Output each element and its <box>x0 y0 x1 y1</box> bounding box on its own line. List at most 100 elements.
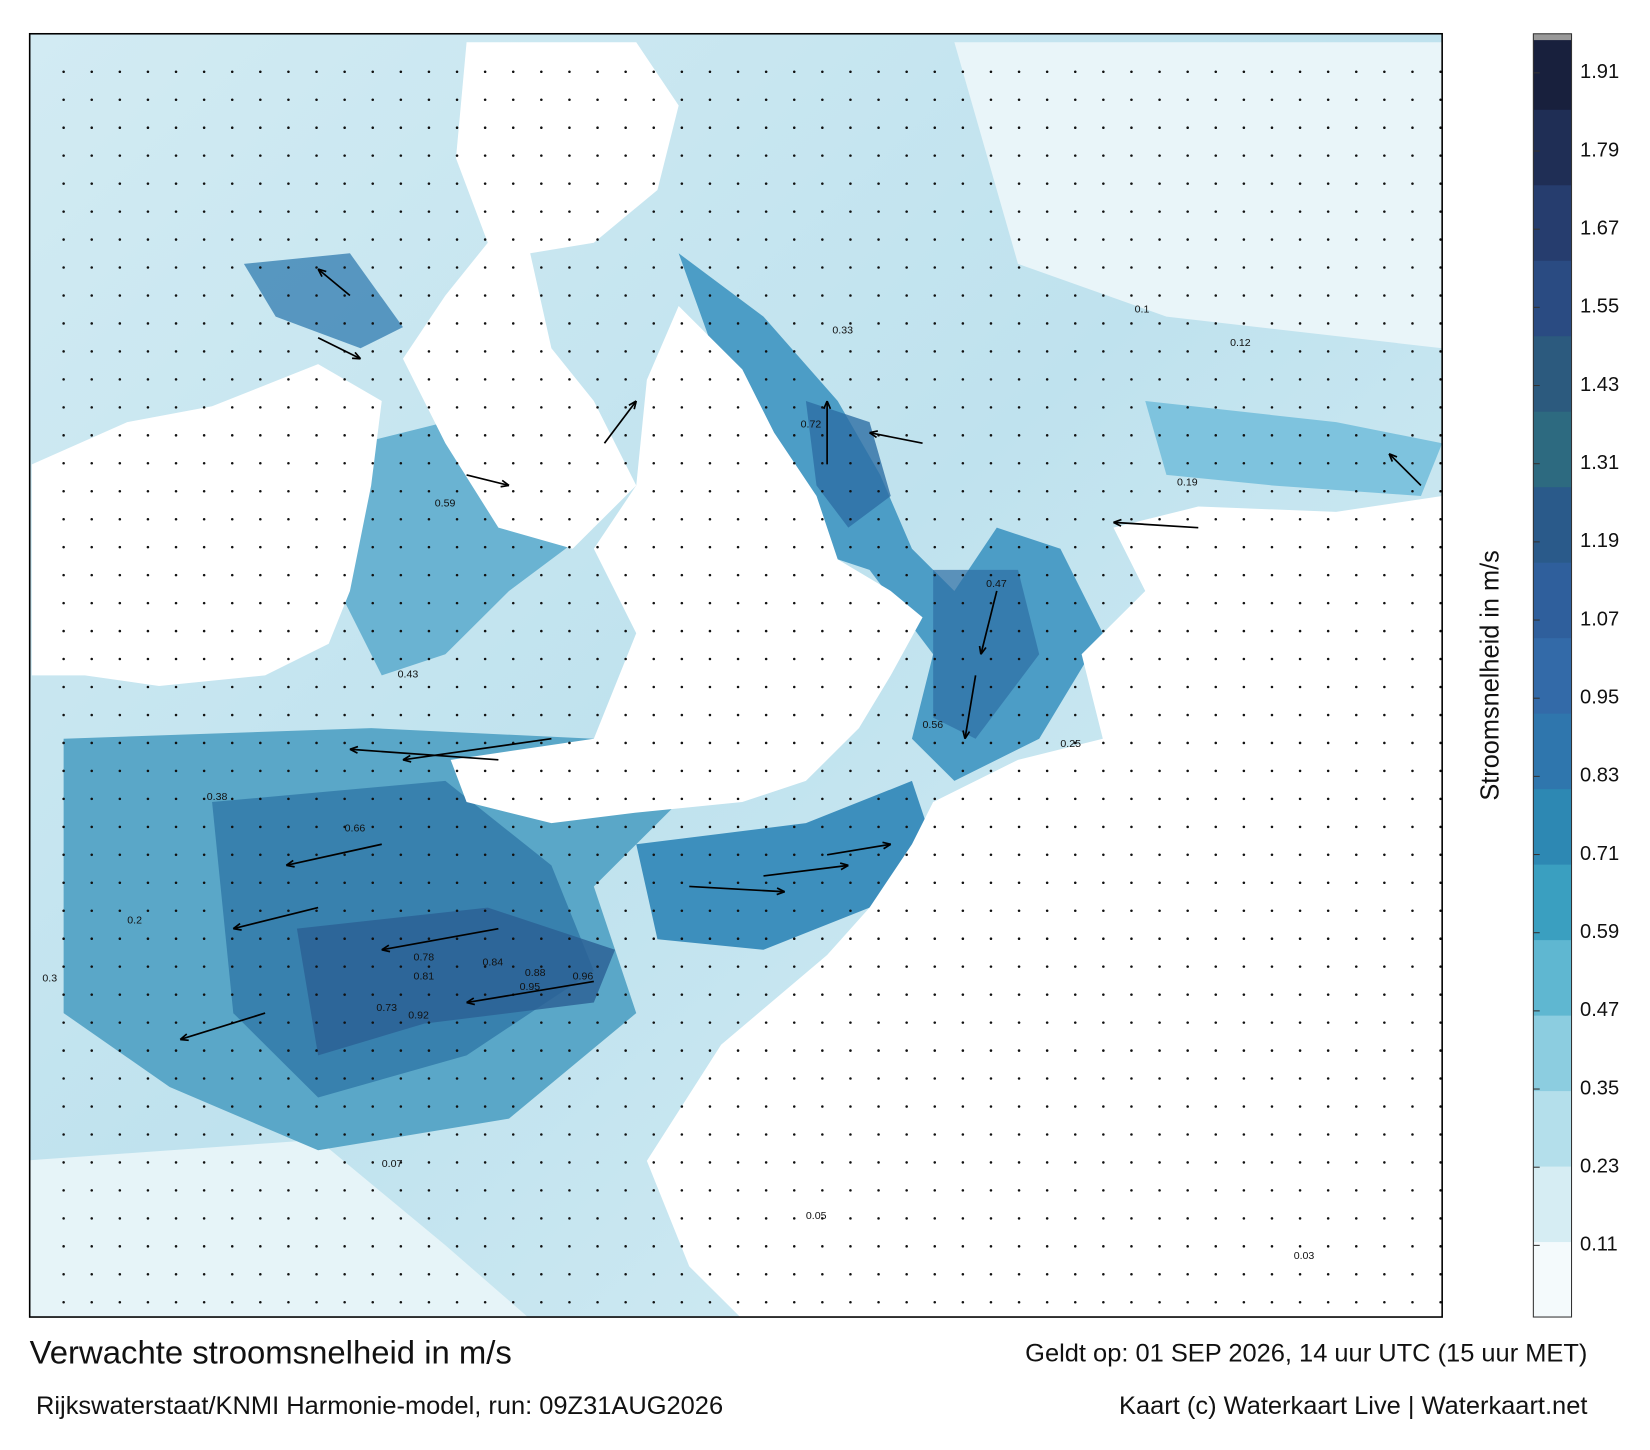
grid-dot <box>933 70 937 74</box>
grid-dot <box>680 1021 684 1024</box>
grid-dot <box>118 462 122 465</box>
grid-dot <box>1326 238 1330 241</box>
grid-dot <box>652 741 656 745</box>
grid-dot <box>736 462 740 465</box>
grid-dot <box>287 545 290 549</box>
grid-dot <box>287 1077 290 1080</box>
grid-dot <box>230 1077 234 1080</box>
grid-dot <box>371 545 375 549</box>
grid-dot <box>343 517 346 521</box>
grid-dot <box>1354 965 1358 968</box>
grid-dot <box>680 769 684 773</box>
grid-dot <box>259 909 262 913</box>
grid-dot <box>90 489 93 493</box>
grid-dot <box>1102 909 1105 913</box>
grid-dot <box>792 601 796 605</box>
grid-dot <box>1326 629 1330 633</box>
grid-dot <box>540 266 543 269</box>
grid-dot <box>1242 1217 1246 1220</box>
grid-dot <box>483 154 487 157</box>
grid-dot <box>1298 406 1302 409</box>
grid-dot <box>1242 182 1246 185</box>
grid-dot <box>568 769 571 773</box>
grid-dot <box>792 909 796 913</box>
grid-dot <box>1158 1077 1161 1080</box>
grid-dot <box>118 881 122 885</box>
grid-dot <box>399 629 403 633</box>
grid-dot <box>511 1077 515 1080</box>
grid-dot <box>146 1161 150 1164</box>
grid-dot <box>1102 322 1105 325</box>
arrow-head <box>1388 453 1398 462</box>
grid-dot <box>1130 629 1133 633</box>
grid-dot <box>708 881 712 885</box>
grid-dot <box>1298 462 1302 465</box>
grid-dot <box>680 406 684 409</box>
grid-dot <box>1298 517 1302 521</box>
grid-dot <box>624 1161 627 1164</box>
grid-dot <box>1214 629 1218 633</box>
grid-dot <box>371 70 375 74</box>
grid-dot <box>933 1273 937 1276</box>
grid-dot <box>62 825 65 829</box>
grid-dot <box>343 434 346 437</box>
grid-dot <box>118 98 122 101</box>
colorbar-band <box>1533 486 1572 563</box>
grid-dot <box>1158 657 1161 661</box>
grid-dot <box>961 1273 965 1276</box>
grid-dot <box>230 462 234 465</box>
grid-dot <box>736 601 740 605</box>
grid-dot <box>680 797 684 801</box>
grid-dot <box>1326 797 1330 801</box>
grid-dot <box>821 1217 824 1220</box>
grid-dot <box>1354 853 1358 857</box>
grid-dot <box>62 909 65 913</box>
grid-dot <box>680 573 684 577</box>
grid-dot <box>568 1021 571 1024</box>
colorbar-band <box>1533 864 1572 941</box>
grid-dot <box>343 182 346 185</box>
grid-dot <box>1186 909 1189 913</box>
grid-dot <box>230 825 234 829</box>
grid-dot <box>118 1021 122 1024</box>
grid-dot <box>652 545 656 549</box>
channel <box>933 569 1040 739</box>
grid-dot <box>989 182 993 185</box>
grid-dot <box>1102 713 1105 717</box>
grid-dot <box>455 489 459 493</box>
grid-dot <box>1383 1021 1386 1024</box>
grid-dot <box>792 1077 796 1080</box>
grid-dot <box>371 881 375 885</box>
grid-dot <box>62 769 65 773</box>
grid-dot <box>343 238 346 241</box>
grid-dot <box>483 126 487 129</box>
grid-dot <box>1073 1105 1077 1108</box>
grid-dot <box>1045 517 1049 521</box>
grid-dot <box>230 1161 234 1164</box>
arrow-head <box>882 841 892 850</box>
grid-dot <box>736 797 740 801</box>
grid-dot <box>961 825 965 829</box>
grid-dot <box>792 238 796 241</box>
grid-dot <box>1439 70 1442 74</box>
grid-dot <box>736 378 740 381</box>
grid-dot <box>371 909 375 913</box>
grid-dot <box>1439 98 1442 101</box>
point-label: 0.81 <box>414 970 435 982</box>
grid-dot <box>652 238 656 241</box>
grid-dot <box>1214 909 1218 913</box>
grid-dot <box>455 462 459 465</box>
grid-dot <box>1354 126 1358 129</box>
grid-dot <box>933 685 937 689</box>
grid-dot <box>624 937 627 940</box>
grid-dot <box>1383 1133 1386 1136</box>
grid-dot <box>1411 1049 1414 1052</box>
grid-dot <box>90 406 93 409</box>
grid-dot <box>989 210 993 213</box>
grid-dot <box>1326 1245 1330 1248</box>
grid-dot <box>287 1105 290 1108</box>
grid-dot <box>259 350 262 353</box>
grid-dot <box>1383 1161 1386 1164</box>
grid-dot <box>540 1049 543 1052</box>
grid-dot <box>1102 154 1105 157</box>
